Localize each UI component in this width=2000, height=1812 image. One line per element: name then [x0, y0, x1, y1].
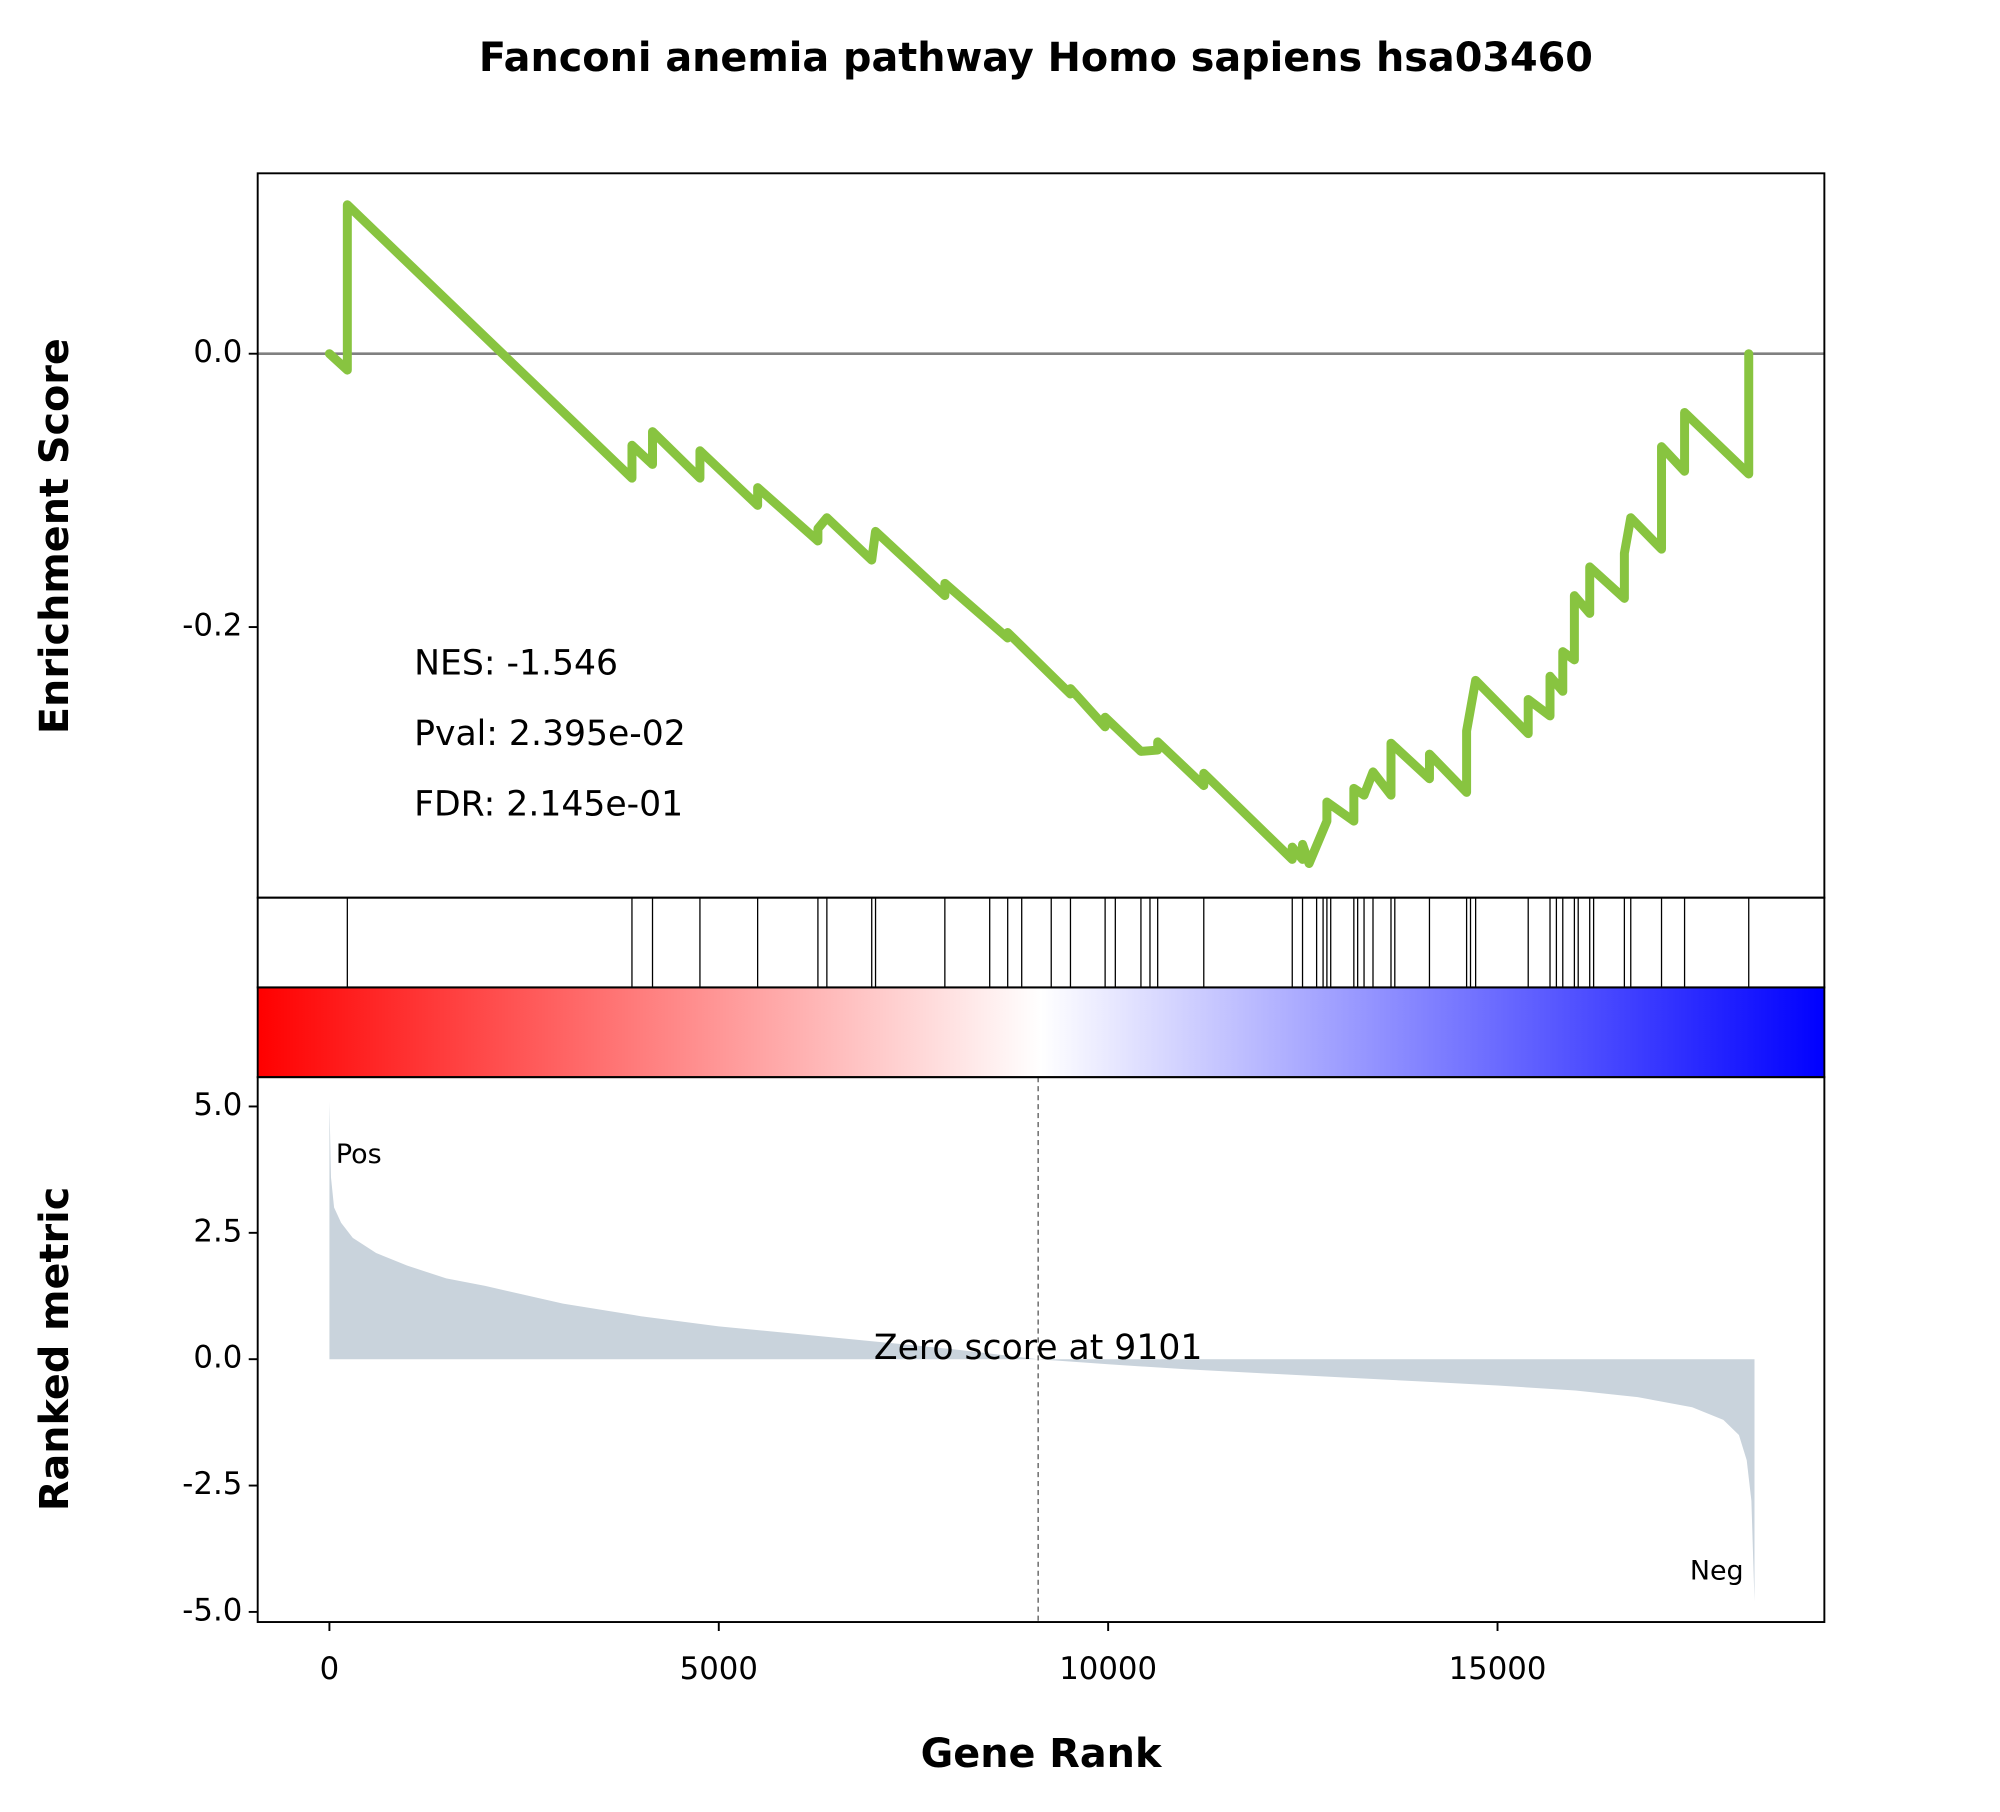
metric-area — [329, 1101, 1755, 1602]
y-tick-label: 0.0 — [193, 334, 242, 370]
x-axis-label: Gene Rank — [921, 1731, 1163, 1777]
plot-frame — [256, 1076, 1826, 1623]
stat-annotation: NES: -1.546 — [414, 643, 618, 683]
neg-label: Neg — [1690, 1556, 1744, 1587]
zero-score-annotation: Zero score at 9101 — [874, 1328, 1203, 1368]
y-tick-label: -2.5 — [182, 1466, 242, 1502]
x-tick-label: 0 — [320, 1651, 340, 1687]
stat-annotation: Pval: 2.395e-02 — [414, 714, 686, 754]
y-tick-label: 0.0 — [193, 1340, 242, 1376]
x-tick-label: 10000 — [1059, 1651, 1157, 1687]
y-tick-label: 5.0 — [193, 1087, 242, 1123]
enrichment-line — [324, 200, 1754, 868]
y-axis-label: Ranked metric — [32, 1187, 78, 1511]
x-tick-label: 5000 — [680, 1651, 758, 1687]
plot-frame — [256, 172, 1826, 899]
color-bar — [256, 986, 1826, 1079]
y-tick-label: -5.0 — [182, 1592, 242, 1628]
stat-annotation: FDR: 2.145e-01 — [414, 784, 683, 824]
chart-title: Fanconi anemia pathway Homo sapiens hsa0… — [479, 35, 1593, 81]
x-tick-label: 15000 — [1449, 1651, 1547, 1687]
y-tick-label: -0.2 — [182, 608, 242, 644]
y-axis-label: Enrichment Score — [32, 338, 78, 734]
pos-label: Pos — [336, 1139, 382, 1170]
y-tick-label: 2.5 — [193, 1213, 242, 1249]
